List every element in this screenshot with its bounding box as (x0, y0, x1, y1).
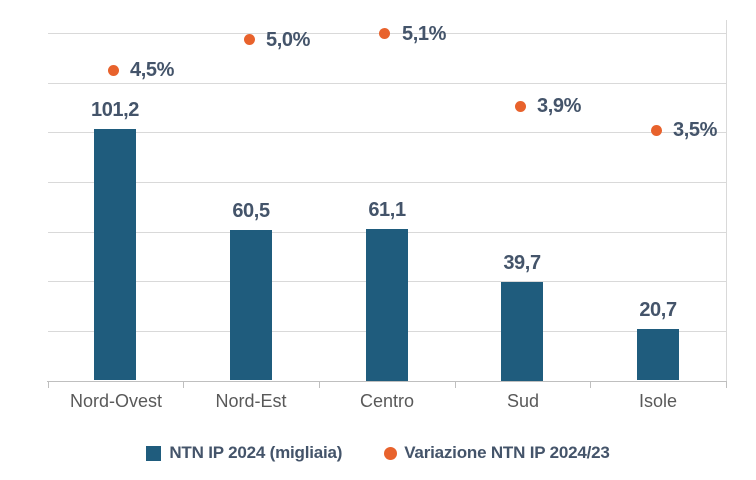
bar (501, 282, 543, 381)
variation-value-label: 3,5% (673, 119, 717, 141)
secondary-axis-line (726, 20, 727, 381)
variation-point-icon (379, 28, 390, 39)
variation-point-icon (244, 34, 255, 45)
x-axis-tick (590, 381, 591, 388)
bar-value-label: 60,5 (232, 200, 270, 222)
variation-value-label: 3,9% (537, 95, 581, 117)
gridline (47, 132, 726, 133)
variation-value-label: 5,1% (402, 23, 446, 45)
bar-value-label: 20,7 (639, 299, 677, 321)
x-axis-label: Centro (359, 391, 415, 411)
x-axis-label: Nord-Ovest (69, 391, 163, 411)
x-axis-line (47, 381, 727, 382)
legend-item-bar-series: NTN IP 2024 (migliaia) (146, 443, 342, 463)
legend-item-point-series: Variazione NTN IP 2024/23 (384, 443, 610, 463)
bar (366, 229, 408, 381)
variation-point-icon (515, 101, 526, 112)
gridline (47, 83, 726, 84)
x-axis-tick (48, 381, 49, 388)
x-axis-tick (726, 381, 727, 388)
legend: NTN IP 2024 (migliaia) Variazione NTN IP… (0, 443, 756, 463)
variation-point-icon (651, 125, 662, 136)
x-axis-tick (319, 381, 320, 388)
legend-label-bar-series: NTN IP 2024 (migliaia) (169, 443, 343, 462)
bar-series-swatch-icon (146, 445, 162, 461)
bar-value-label: 61,1 (368, 199, 406, 221)
bar (230, 230, 272, 380)
x-axis-tick (455, 381, 456, 388)
x-axis-label: Isole (638, 391, 678, 411)
variation-point-icon (108, 65, 119, 76)
point-series-swatch-icon (384, 446, 398, 460)
legend-label-point-series: Variazione NTN IP 2024/23 (404, 443, 610, 462)
bar-value-label: 39,7 (503, 252, 541, 274)
variation-value-label: 4,5% (130, 59, 174, 81)
x-axis-tick (183, 381, 184, 388)
gridline (47, 182, 726, 183)
x-axis-label: Sud (506, 391, 540, 411)
bar-value-label: 101,2 (90, 99, 140, 121)
x-axis-label: Nord-Est (215, 391, 287, 411)
bar (94, 129, 136, 380)
variation-value-label: 5,0% (266, 29, 310, 51)
bar (637, 329, 679, 380)
